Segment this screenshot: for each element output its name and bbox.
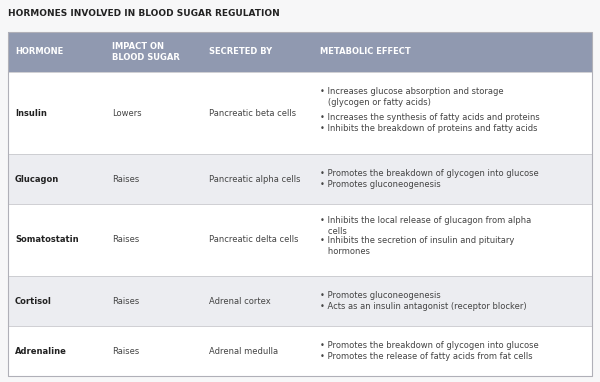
Text: Adrenaline: Adrenaline [15,346,67,356]
Text: Raises: Raises [112,235,139,244]
Text: Cortisol: Cortisol [15,296,52,306]
Text: Insulin: Insulin [15,108,47,118]
Text: • Acts as an insulin antagonist (receptor blocker): • Acts as an insulin antagonist (recepto… [320,302,527,311]
Text: Adrenal medulla: Adrenal medulla [209,346,278,356]
Text: Raises: Raises [112,346,139,356]
Text: Adrenal cortex: Adrenal cortex [209,296,271,306]
Text: METABOLIC EFFECT: METABOLIC EFFECT [320,47,411,57]
Text: • Promotes the release of fatty acids from fat cells: • Promotes the release of fatty acids fr… [320,352,533,361]
Bar [8,326,592,376]
Text: Lowers: Lowers [112,108,142,118]
Text: • Promotes gluconeogenesis: • Promotes gluconeogenesis [320,291,441,300]
Bar [8,276,592,326]
Bar [8,204,592,276]
Text: Pancreatic beta cells: Pancreatic beta cells [209,108,296,118]
Text: Raises: Raises [112,296,139,306]
Bar [8,154,592,204]
Text: • Increases the synthesis of fatty acids and proteins: • Increases the synthesis of fatty acids… [320,113,540,122]
Text: Glucagon: Glucagon [15,175,59,183]
Text: Pancreatic alpha cells: Pancreatic alpha cells [209,175,301,183]
Text: SECRETED BY: SECRETED BY [209,47,272,57]
Text: IMPACT ON
BLOOD SUGAR: IMPACT ON BLOOD SUGAR [112,42,180,62]
Bar [8,32,592,72]
Text: • Promotes the breakdown of glycogen into glucose: • Promotes the breakdown of glycogen int… [320,341,539,350]
Text: • Increases glucose absorption and storage
   (glycogen or fatty acids): • Increases glucose absorption and stora… [320,87,503,107]
Text: • Inhibits the local release of glucagon from alpha
   cells: • Inhibits the local release of glucagon… [320,216,531,236]
Bar [8,72,592,154]
Text: Raises: Raises [112,175,139,183]
Text: • Promotes the breakdown of glycogen into glucose: • Promotes the breakdown of glycogen int… [320,169,539,178]
Text: HORMONES INVOLVED IN BLOOD SUGAR REGULATION: HORMONES INVOLVED IN BLOOD SUGAR REGULAT… [8,9,280,18]
Text: Somatostatin: Somatostatin [15,235,79,244]
Text: • Inhibits the secretion of insulin and pituitary
   hormones: • Inhibits the secretion of insulin and … [320,236,514,256]
Text: • Promotes gluconeogenesis: • Promotes gluconeogenesis [320,180,441,189]
Text: HORMONE: HORMONE [15,47,63,57]
Text: • Inhibits the breakdown of proteins and fatty acids: • Inhibits the breakdown of proteins and… [320,124,538,133]
Text: Pancreatic delta cells: Pancreatic delta cells [209,235,299,244]
